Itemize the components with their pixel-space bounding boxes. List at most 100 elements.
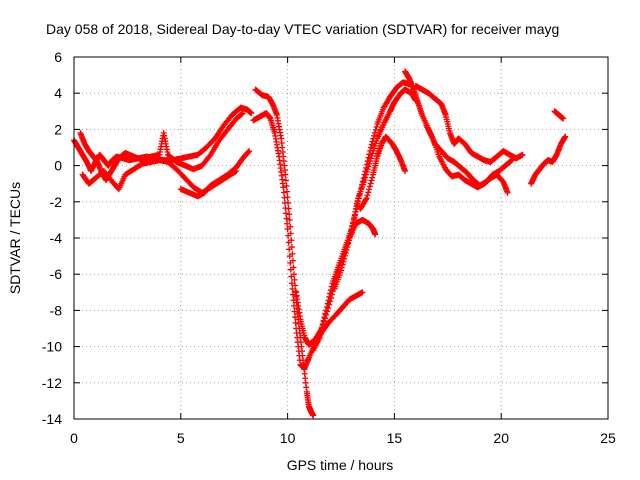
data-point-marker [291,308,298,315]
data-point-marker [283,215,290,222]
data-point-marker [508,157,515,164]
y-tick-label: -4 [50,230,63,246]
data-point-marker [248,110,255,117]
data-point-marker [246,148,253,155]
data-point-marker [367,158,374,165]
series-track-10 [357,133,409,213]
data-point-marker [371,132,378,139]
data-point-marker [368,177,375,184]
data-point-marker [281,194,288,201]
data-point-marker [366,160,373,167]
data-point-marker [288,280,295,287]
data-point-marker [364,192,371,199]
data-point-marker [342,252,349,259]
data-point-marker [363,168,370,175]
data-point-marker [286,211,293,218]
y-tick-label: -10 [42,339,62,355]
data-point-marker [344,244,351,251]
data-point-marker [368,141,375,148]
data-point-marker [347,230,354,237]
series-track-14 [528,133,569,187]
data-point-marker [348,227,355,234]
data-point-marker [345,240,352,247]
data-point-marker [364,166,371,173]
x-tick-label: 25 [600,430,616,446]
y-tick-label: -8 [50,302,63,318]
data-point-marker [292,319,299,326]
data-point-marker [286,253,293,260]
x-tick-label: 10 [280,430,296,446]
data-point-marker [338,264,345,271]
y-tick-label: -6 [50,266,63,282]
data-point-marker [287,259,294,266]
series-track-6 [250,110,366,372]
series-track-5 [252,86,317,419]
data-point-marker [560,115,567,122]
x-tick-label: 0 [70,430,78,446]
data-point-marker [282,205,289,212]
data-point-marker [317,331,324,338]
data-point-marker [283,182,290,189]
data-point-marker [290,297,297,304]
data-point-marker [285,239,292,246]
data-point-marker [323,307,330,314]
data-point-marker [324,300,331,307]
data-point-marker [362,174,369,181]
data-point-marker [346,233,353,240]
data-point-marker [319,324,326,331]
data-point-marker [286,246,293,253]
data-point-marker [320,317,327,324]
data-point-marker [504,189,511,196]
data-point-marker [292,282,299,289]
series-track-15 [551,108,567,122]
y-tick-label: 0 [54,158,62,174]
data-point-marker [316,334,323,341]
data-point-marker [372,126,379,133]
data-point-marker [363,195,370,202]
data-point-marker [350,220,357,227]
data-point-marker [372,231,379,238]
data-point-marker [346,237,353,244]
data-point-marker [239,110,246,117]
data-point-marker [285,232,292,239]
data-point-marker [339,261,346,268]
series-track-13 [423,122,511,196]
data-point-marker [280,189,287,196]
y-tick-label: 2 [54,121,62,137]
data-point-marker [519,151,526,158]
data-points [71,68,569,419]
data-point-marker [359,289,366,296]
chart-title: Day 058 of 2018, Sidereal Day-to-day VTE… [46,21,559,37]
data-point-marker [284,225,291,232]
data-point-marker [291,276,298,283]
data-point-marker [562,133,569,140]
data-point-marker [349,223,356,230]
y-tick-label: -12 [42,375,62,391]
data-point-marker [327,287,334,294]
data-point-marker [369,174,376,181]
data-point-marker [245,149,252,156]
data-point-marker [310,412,317,419]
data-point-marker [238,110,245,117]
data-point-marker [286,216,293,223]
data-point-marker [365,189,372,196]
x-tick-label: 20 [493,430,509,446]
data-point-marker [287,266,294,273]
series-track-8 [310,79,413,354]
data-point-marker [367,144,374,151]
series-track-4 [177,148,253,200]
data-point-marker [321,314,328,321]
y-tick-label: -14 [42,411,62,427]
series-track-12 [412,82,526,165]
data-point-marker [373,123,380,130]
data-point-marker [292,314,299,321]
data-point-marker [341,255,348,262]
data-point-marker [343,246,350,253]
axis-ticks [73,56,609,420]
y-tick-label: 4 [54,85,62,101]
x-tick-labels: 0 5 10 15 20 25 [70,430,616,446]
data-point-marker [282,210,289,217]
data-point-marker [326,293,333,300]
data-point-marker [323,304,330,311]
